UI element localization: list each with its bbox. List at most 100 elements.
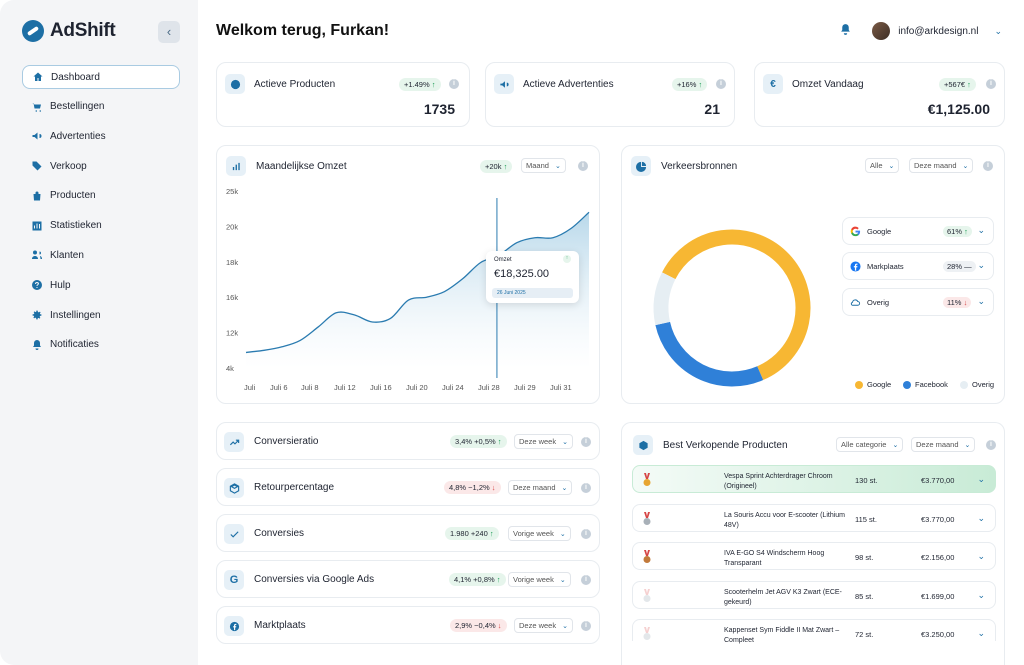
chevron-down-icon[interactable]: ⌄: [977, 628, 985, 638]
home-icon: [32, 71, 44, 83]
legend-dot: [855, 380, 863, 389]
sidebar-item-statistieken[interactable]: Statistieken: [22, 213, 180, 238]
x-tick-label: Juli 6: [270, 383, 288, 392]
product-price: €3.250,00: [921, 630, 955, 639]
sidebar-item-instellingen[interactable]: Instellingen: [22, 303, 180, 328]
product-qty: 72 st.: [855, 630, 874, 639]
cube-icon: [633, 435, 653, 455]
bell-icon: [31, 339, 43, 351]
info-icon[interactable]: i: [986, 79, 996, 89]
info-icon[interactable]: i: [581, 437, 591, 447]
x-tick-label: Juli 31: [550, 383, 572, 392]
sidebar-item-verkoop[interactable]: Verkoop: [22, 154, 180, 179]
megaphone-icon: [31, 130, 43, 142]
period-select[interactable]: Deze week ⌄: [514, 434, 573, 449]
period-select[interactable]: Vorige week ⌄: [508, 572, 571, 587]
avatar[interactable]: [872, 22, 891, 40]
sidebar-item-producten[interactable]: Producten: [22, 183, 180, 208]
tooltip-label: Omzet: [494, 257, 512, 263]
product-row[interactable]: Scooterhelm Jet AGV K3 Zwart (ECE-gekeur…: [632, 581, 996, 609]
metric-row[interactable]: Conversieratio 3,4% +0,5% ↑ Deze week ⌄ i: [216, 422, 600, 460]
source-name: Overig: [867, 298, 890, 307]
product-row[interactable]: La Souris Accu voor E-scooter (Lithium 4…: [632, 504, 996, 532]
sidebar-item-label: Dashboard: [51, 71, 100, 83]
sidebar-item-bestellingen[interactable]: Bestellingen: [22, 94, 180, 119]
medal-icon: [643, 512, 651, 525]
info-icon[interactable]: i: [716, 79, 726, 89]
product-row[interactable]: IVA E-GO S4 Windscherm Hoog Transparant 9…: [632, 542, 996, 570]
info-icon[interactable]: i: [581, 621, 591, 631]
info-icon[interactable]: i: [449, 79, 459, 89]
area-fill: [246, 212, 589, 368]
period-select[interactable]: Deze maand ⌄: [508, 480, 573, 495]
chevron-down-icon[interactable]: ⌄: [977, 225, 985, 235]
x-tick-label: Juli 29: [514, 383, 536, 392]
source-row-markplaats[interactable]: Markplaats 28% — ⌄: [842, 252, 994, 280]
product-row[interactable]: Kappenset Sym Fiddle II Mat Zwart – Comp…: [632, 619, 996, 644]
period-select[interactable]: Maand ⌄: [521, 158, 566, 173]
users-icon: [31, 249, 43, 261]
chevron-down-icon[interactable]: ⌄: [977, 551, 985, 561]
kpi-value: 21: [704, 101, 720, 117]
info-icon[interactable]: i: [986, 440, 996, 450]
period-select[interactable]: Deze week ⌄: [514, 618, 573, 633]
logo[interactable]: AdShift: [22, 20, 116, 42]
chevron-down-icon[interactable]: ⌄: [977, 296, 985, 306]
user-email[interactable]: info@arkdesign.nl: [898, 25, 979, 37]
sidebar-item-hulp[interactable]: Hulp: [22, 273, 180, 298]
kpi-value: €1,125.00: [927, 101, 990, 117]
metric-row[interactable]: Marktplaats 2,9% −0,4% ↓ Deze week ⌄ i: [216, 606, 600, 644]
info-icon[interactable]: i: [581, 575, 591, 585]
tooltip-date: 26 Juni 2025: [492, 288, 573, 298]
donut-slice-facebook[interactable]: [655, 321, 764, 387]
sidebar-item-label: Notificaties: [50, 339, 99, 351]
source-row-google[interactable]: Google 61% ↑ ⌄: [842, 217, 994, 245]
chart-icon: [31, 220, 43, 232]
legend-overig: Overig: [960, 380, 994, 389]
info-icon[interactable]: i: [983, 161, 993, 171]
check-icon: [224, 524, 244, 544]
product-name: La Souris Accu voor E-scooter (Lithium 4…: [724, 512, 845, 529]
period-select[interactable]: Vorige week ⌄: [508, 526, 571, 541]
sidebar-item-notificaties[interactable]: Notificaties: [22, 332, 180, 357]
revenue-chart-card: Maandelijkse Omzet +20k ↑ Maand ⌄ i 4k 12k…: [216, 145, 600, 404]
donut-slice-google[interactable]: [662, 229, 811, 381]
chevron-down-icon[interactable]: ⌄: [977, 474, 985, 484]
kpi-badge: +16% ↑: [672, 78, 708, 91]
chevron-down-icon[interactable]: ⌄: [977, 260, 985, 270]
kpi-value: 1735: [423, 101, 455, 117]
product-row[interactable]: Vespa Sprint Achterdrager Chroom (Origin…: [632, 465, 996, 493]
donut-slice-overig[interactable]: [653, 272, 676, 326]
collapse-sidebar-button[interactable]: ‹: [158, 21, 180, 43]
product-name: Scooterhelm Jet AGV K3 Zwart (ECE-gekeur…: [724, 589, 842, 606]
info-icon[interactable]: i: [581, 483, 591, 493]
source-filter-select[interactable]: Alle ⌄: [865, 158, 900, 173]
metric-row[interactable]: G Conversies via Google Ads 4,1% +0,8% ↑ Vo…: [216, 560, 600, 598]
source-row-overig[interactable]: Overig 11% ↓ ⌄: [842, 288, 994, 316]
chevron-down-icon[interactable]: ⌄: [977, 513, 985, 523]
info-icon[interactable]: i: [581, 529, 591, 539]
metric-row[interactable]: Conversies 1.980 +240 ↑ Vorige week ⌄ i: [216, 514, 600, 552]
revenue-badge: +20k ↑: [480, 160, 513, 173]
chevron-down-icon[interactable]: ⌄: [994, 25, 1002, 36]
sidebar-item-dashboard[interactable]: Dashboard: [22, 65, 180, 89]
sidebar-item-label: Klanten: [50, 249, 84, 261]
x-tick-label: Juli 28: [478, 383, 500, 392]
bag-icon: [31, 190, 43, 202]
chevron-down-icon[interactable]: ⌄: [977, 590, 985, 600]
period-select[interactable]: Deze maand ⌄: [909, 158, 974, 173]
sidebar-item-label: Verkoop: [50, 160, 87, 172]
sidebar-item-klanten[interactable]: Klanten: [22, 243, 180, 268]
legend-facebook: Facebook: [903, 380, 948, 389]
sidebar-item-advertenties[interactable]: Advertenties: [22, 124, 180, 149]
category-select[interactable]: Alle categorie ⌄: [836, 437, 904, 452]
metric-row[interactable]: Retourpercentage 4,8% −1,2% ↓ Deze maand ⌄ i: [216, 468, 600, 506]
info-icon[interactable]: i: [578, 161, 588, 171]
euro-icon: €: [763, 74, 783, 94]
sidebar-nav: Dashboard Bestellingen Advertenties Verkoop…: [22, 65, 180, 362]
product-price: €1.699,00: [921, 592, 955, 601]
period-select[interactable]: Deze maand ⌄: [911, 437, 976, 452]
medal-icon: [643, 550, 651, 563]
logo-mark-icon: [22, 20, 44, 42]
bell-icon[interactable]: [839, 23, 852, 39]
